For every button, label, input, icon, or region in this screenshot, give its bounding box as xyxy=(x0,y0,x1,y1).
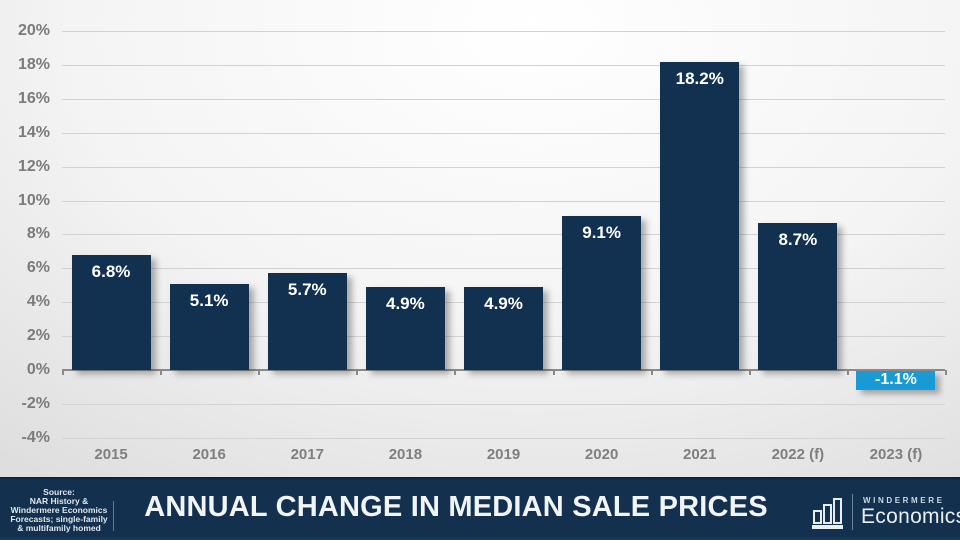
x-axis-tick xyxy=(258,370,261,375)
x-axis-category-label: 2021 xyxy=(683,446,717,463)
y-axis-tick-label: 8% xyxy=(26,225,50,243)
gridline xyxy=(62,132,945,134)
y-axis-tick-label: 18% xyxy=(17,55,50,73)
bar-2019: 4.9% xyxy=(464,286,543,370)
y-axis-tick-label: 4% xyxy=(26,293,50,311)
logo-divider xyxy=(852,494,853,530)
y-axis-tick-label: -2% xyxy=(21,394,50,412)
y-axis-tick-label: 0% xyxy=(26,361,50,378)
x-axis-tick xyxy=(748,370,751,375)
gridline xyxy=(62,403,945,405)
chart-title: ANNUAL CHANGE IN MEDIAN SALE PRICES xyxy=(144,491,768,523)
y-axis-tick-label: 14% xyxy=(17,123,50,141)
x-axis-tick xyxy=(356,370,359,375)
gridline xyxy=(62,31,945,32)
x-axis-category-label: 2020 xyxy=(584,446,619,463)
gridline xyxy=(62,98,945,100)
bar-2018: 4.9% xyxy=(365,286,445,370)
x-axis-category-label: 2019 xyxy=(486,446,521,463)
x-axis-tick xyxy=(650,370,653,375)
gridline xyxy=(62,234,945,236)
x-axis-tick xyxy=(552,370,555,375)
footer-divider xyxy=(113,501,114,531)
x-axis-tick xyxy=(846,370,849,375)
y-axis-tick-label: 16% xyxy=(17,89,50,107)
y-axis-tick-label: 10% xyxy=(17,191,50,209)
x-axis-category-label: 2016 xyxy=(192,446,226,463)
bar-2015: 6.8% xyxy=(71,254,151,370)
y-axis-tick-label: 6% xyxy=(26,259,50,277)
x-axis-category-label: 2015 xyxy=(94,446,128,463)
logo-brand-sub: Economics xyxy=(861,505,960,528)
bar-chart: 20% 18% 16% 14% 12% 10% 8% 6% 4% 2% 0% -2% -4% 6.8% 20… xyxy=(0,0,960,477)
source-note: Source: NAR History & Windermere Economi… xyxy=(10,487,108,533)
bar-value-label: 4.9% xyxy=(484,293,523,313)
bar-value-label: 4.9% xyxy=(386,293,425,313)
x-axis-category-label: 2018 xyxy=(388,446,423,463)
bar-value-label: 6.8% xyxy=(91,261,131,281)
bar-value-label: 5.7% xyxy=(287,280,327,300)
gridline xyxy=(62,64,945,66)
bar-2023f: -1.1% xyxy=(856,371,936,390)
x-axis-tick xyxy=(160,370,163,375)
bar-value-label: -1.1% xyxy=(875,371,917,388)
bar-2020: 9.1% xyxy=(562,215,642,370)
gridline xyxy=(62,268,945,270)
y-axis-tick-label: 12% xyxy=(17,157,50,175)
y-axis-tick-label: 2% xyxy=(26,327,50,345)
windermere-economics-logo: WINDERMERE Economics xyxy=(808,491,960,536)
logo-brand-name: WINDERMERE xyxy=(863,496,945,505)
x-axis-line xyxy=(62,369,945,371)
x-axis-category-label: 2022 (f) xyxy=(771,446,825,463)
y-axis-tick-label: -4% xyxy=(21,428,50,446)
x-axis-tick xyxy=(454,370,457,375)
bar-value-label: 18.2% xyxy=(675,68,724,88)
gridline xyxy=(62,200,945,202)
gridline xyxy=(62,437,945,439)
bar-2017: 5.7% xyxy=(267,273,347,370)
bar-2021: 18.2% xyxy=(660,61,740,370)
footer-bar: Source: NAR History & Windermere Economi… xyxy=(0,477,960,540)
bar-2022f: 8.7% xyxy=(758,222,838,370)
bar-value-label: 9.1% xyxy=(582,222,621,242)
gridline xyxy=(62,166,945,168)
bar-value-label: 8.7% xyxy=(778,229,818,249)
x-axis-category-label: 2023 (f) xyxy=(869,446,923,463)
x-axis-category-label: 2017 xyxy=(290,446,324,463)
bar-2016: 5.1% xyxy=(169,283,249,370)
x-axis-tick xyxy=(945,370,947,375)
bar-chart-icon xyxy=(812,495,846,536)
y-axis-tick-label: 20% xyxy=(17,22,50,39)
x-axis-tick xyxy=(62,370,64,375)
bar-value-label: 5.1% xyxy=(189,290,229,310)
